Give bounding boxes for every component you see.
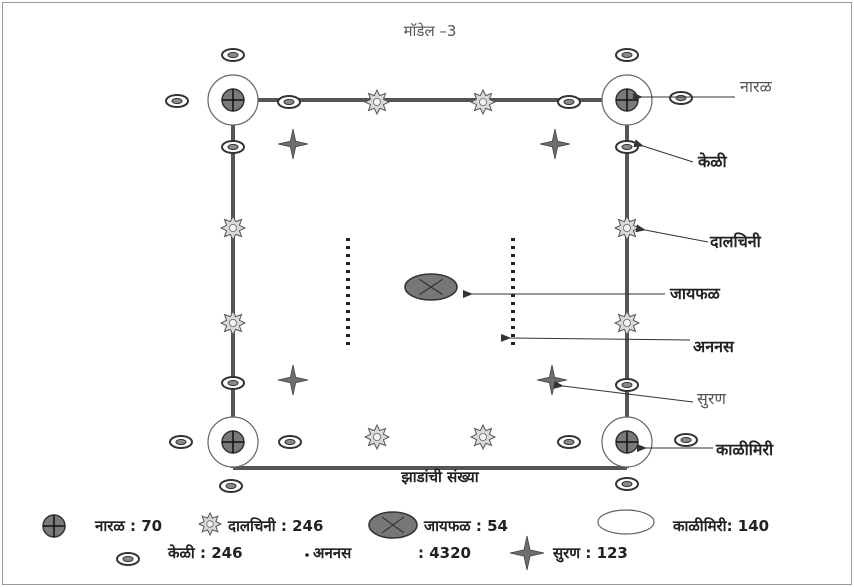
elephant-foot-yam-icon [539, 128, 571, 160]
label-naral: नारळ [740, 77, 773, 96]
coconut-icon [221, 430, 245, 454]
banana-icon [221, 48, 245, 62]
black-pepper-icon [597, 509, 655, 535]
cinnamon-icon [219, 309, 247, 337]
coconut-icon [221, 88, 245, 112]
legend: नारळ : 70 दालचिनी : 246 जायफळ : 54 काळीम… [42, 509, 769, 571]
banana-icon [116, 552, 140, 566]
diagram-title: मॉडेल –3 [404, 22, 457, 40]
legend-suran: सुरण : 123 [552, 544, 628, 563]
cinnamon-icon [613, 309, 641, 337]
banana-icon [615, 140, 639, 154]
banana-icon [219, 479, 243, 493]
coconut-icon [42, 514, 66, 538]
banana-icon [221, 376, 245, 390]
banana-icon [557, 435, 581, 449]
banana-icon [669, 91, 693, 105]
label-keli: केळी [697, 152, 727, 171]
cinnamon-icon [469, 423, 497, 451]
banana-icon [615, 477, 639, 491]
black-pepper-ring-icon [601, 416, 653, 468]
legend-ananas: अननस [313, 544, 352, 562]
label-ananas: अननस [693, 337, 735, 356]
pineapple-icon [305, 553, 309, 557]
cinnamon-icon [363, 88, 391, 116]
banana-icon [169, 435, 193, 449]
banana-icon [674, 433, 698, 447]
label-dalchini: दालचिनी [709, 232, 762, 251]
black-pepper-ring-icon [207, 74, 259, 126]
banana-icon [165, 94, 189, 108]
banana-icon [277, 95, 301, 109]
bottom-caption: झाडांची संख्या [400, 468, 479, 486]
black-pepper-ring-icon [207, 416, 259, 468]
banana-icon [615, 378, 639, 392]
legend-jaiphal: जायफळ : 54 [423, 517, 508, 535]
banana-icon [615, 48, 639, 62]
label-kalimiri: काळीमिरी [715, 440, 774, 459]
label-suran: सुरण [697, 389, 726, 409]
legend-kalimiri: काळीमिरी: 140 [672, 517, 769, 535]
cinnamon-icon [469, 88, 497, 116]
elephant-foot-yam-icon [536, 364, 568, 396]
elephant-foot-yam-icon [277, 364, 309, 396]
legend-dalchini: दालचिनी : 246 [227, 517, 323, 535]
legend-ananas-count: : 4320 [418, 544, 471, 562]
black-pepper-ring-icon [601, 74, 653, 126]
banana-icon [221, 140, 245, 154]
cinnamon-icon [363, 423, 391, 451]
elephant-foot-yam-icon [509, 535, 545, 571]
cinnamon-icon [613, 214, 641, 242]
legend-naral: नारळ : 70 [94, 517, 162, 535]
banana-icon [557, 95, 581, 109]
nutmeg-icon [368, 511, 418, 539]
coconut-icon [615, 88, 639, 112]
elephant-foot-yam-icon [277, 128, 309, 160]
cinnamon-icon [219, 214, 247, 242]
label-arrows [463, 93, 735, 452]
cinnamon-icon [197, 511, 223, 537]
legend-keli: केळी : 246 [167, 544, 243, 562]
coconut-icon [615, 430, 639, 454]
label-jaiphal: जायफळ [669, 284, 721, 303]
banana-icon [278, 435, 302, 449]
nutmeg-icon [404, 273, 458, 301]
